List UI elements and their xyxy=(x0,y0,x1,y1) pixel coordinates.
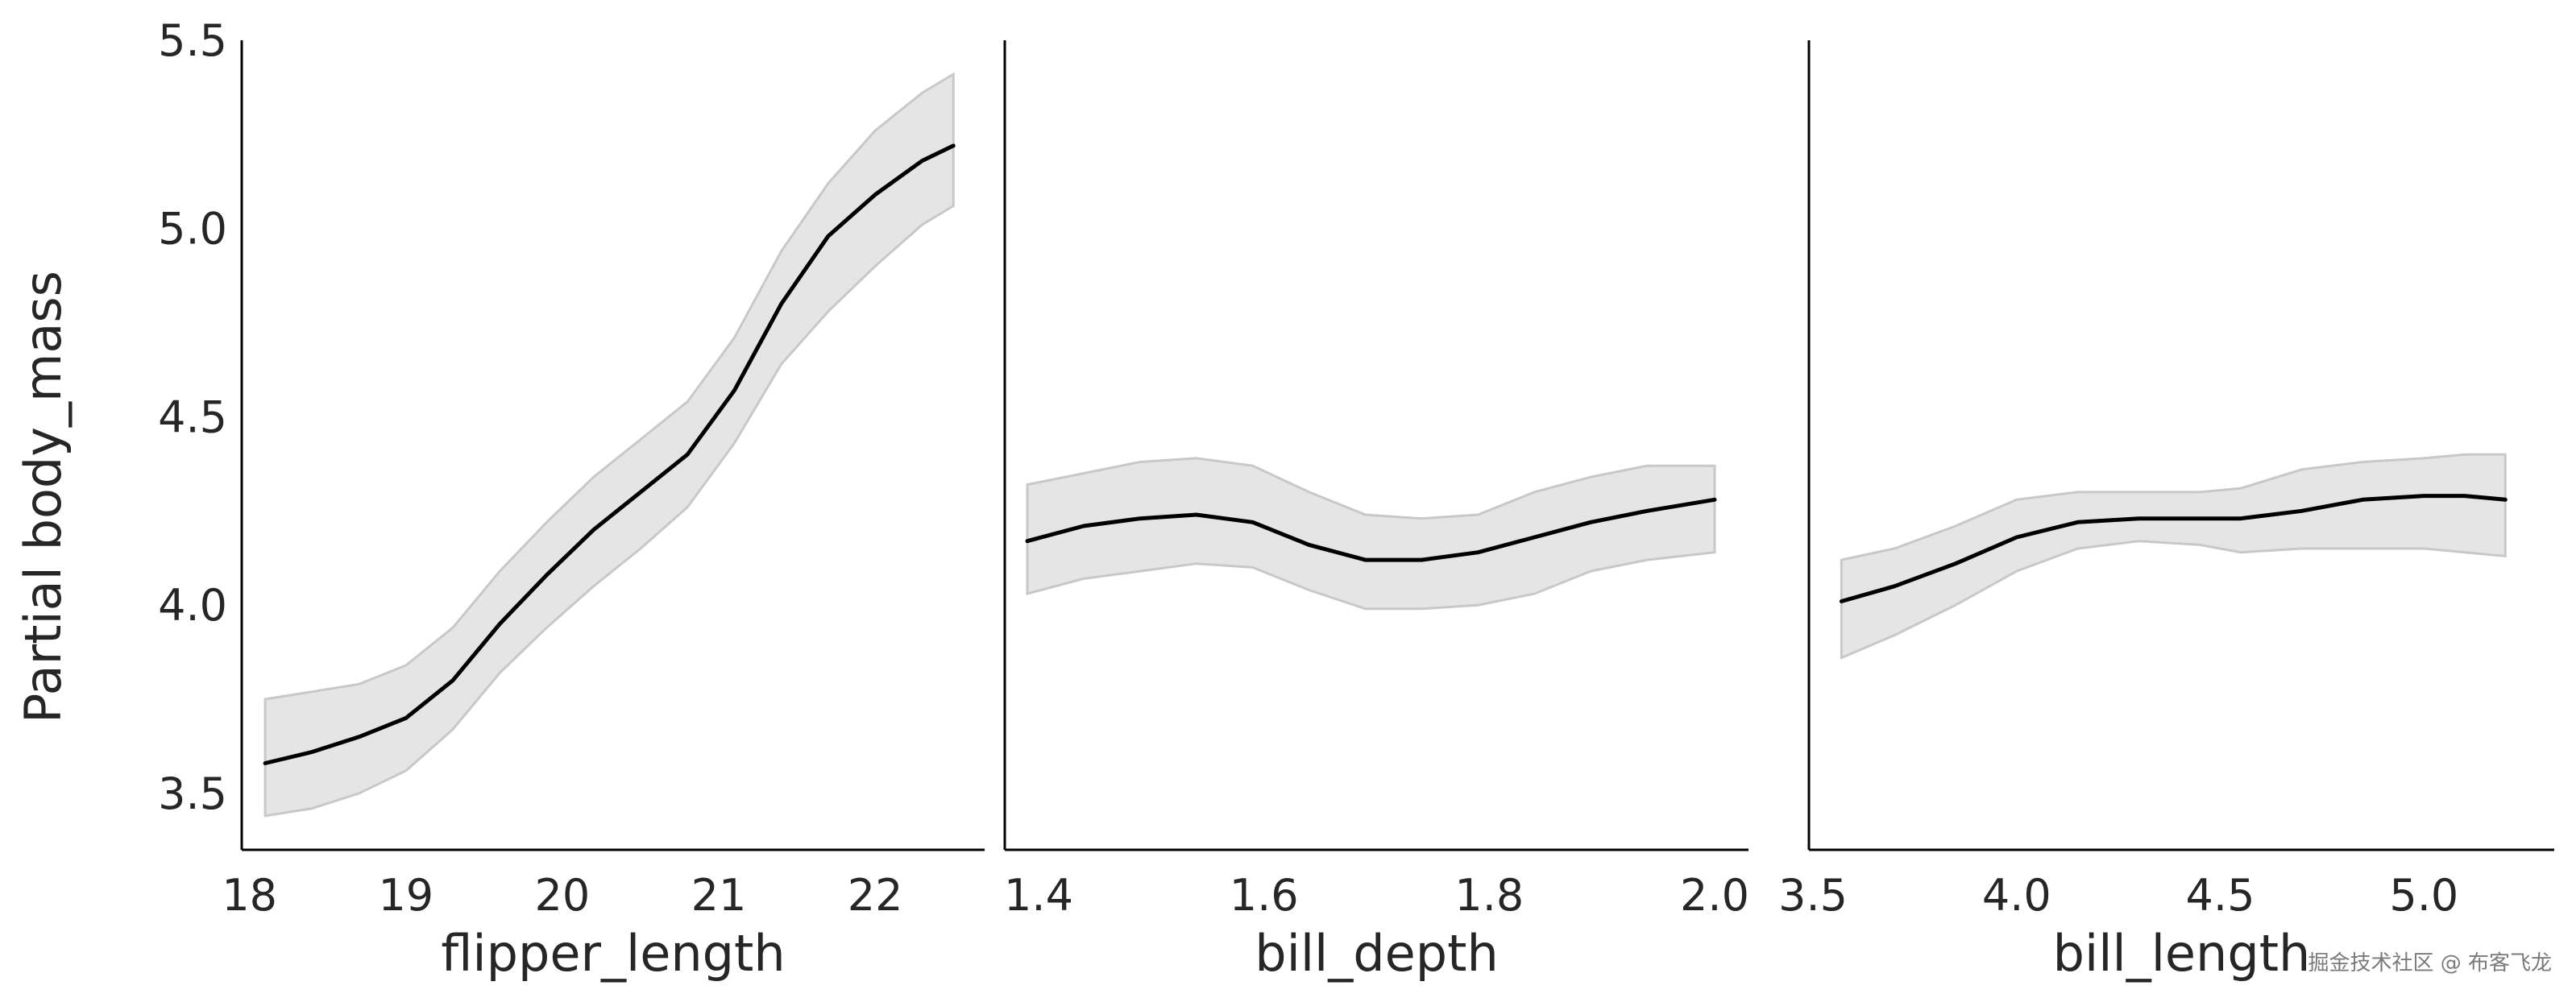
x-tick-label: 3.5 xyxy=(1778,870,1848,921)
y-tick-label: 3.5 xyxy=(158,768,227,819)
credible-interval-band xyxy=(263,72,955,818)
x-tick-label: 22 xyxy=(848,870,903,921)
x-tick-label: 2.0 xyxy=(1680,870,1749,921)
y-tick-label: 4.0 xyxy=(158,580,227,631)
panel-bill-depth: 1.4 1.6 1.8 2.0 bill_depth xyxy=(1003,40,1749,983)
x-tick-label: 18 xyxy=(222,870,277,921)
x-tick-label: 21 xyxy=(691,870,747,921)
x-tick-label: 1.8 xyxy=(1454,870,1524,921)
credible-interval-band xyxy=(1840,453,2507,660)
x-axis-label: flipper_length xyxy=(441,924,785,983)
watermark: 掘金技术社区 @ 布客飞龙 xyxy=(2308,951,2552,975)
x-tick-label: 19 xyxy=(378,870,433,921)
credible-interval-band xyxy=(1026,457,1716,611)
y-tick-label: 4.5 xyxy=(158,391,227,442)
x-axis-label: bill_depth xyxy=(1255,924,1499,983)
mean-line xyxy=(1025,497,1717,562)
panel-bill-length: 3.5 4.0 4.5 5.0 bill_length xyxy=(1778,40,2554,983)
mean-line xyxy=(263,143,956,765)
panel-flipper-length: 18 19 20 21 22 flipper_length 3.5 4.0 4.5 5.0 5.5 xyxy=(158,15,985,983)
y-tick-label: 5.0 xyxy=(158,204,227,255)
x-tick-label: 5.0 xyxy=(2389,870,2458,921)
x-tick-label: 20 xyxy=(535,870,591,921)
mean-line xyxy=(1839,494,2508,603)
x-tick-label: 4.0 xyxy=(1982,870,2051,921)
y-axis-label: Partial body_mass xyxy=(14,271,73,723)
x-axis-label: bill_length xyxy=(2053,924,2311,983)
y-tick-label: 5.5 xyxy=(158,15,227,66)
x-tick-label: 1.6 xyxy=(1230,870,1299,921)
x-tick-label: 4.5 xyxy=(2186,870,2255,921)
x-tick-label: 1.4 xyxy=(1004,870,1073,921)
